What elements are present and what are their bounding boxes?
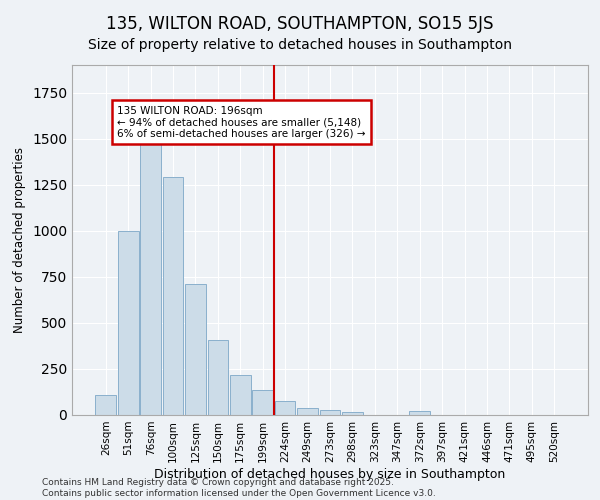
Text: Size of property relative to detached houses in Southampton: Size of property relative to detached ho… (88, 38, 512, 52)
Text: 135 WILTON ROAD: 196sqm
← 94% of detached houses are smaller (5,148)
6% of semi-: 135 WILTON ROAD: 196sqm ← 94% of detache… (117, 106, 365, 138)
Bar (118, 231, 139, 415)
Y-axis label: Number of detached properties: Number of detached properties (13, 147, 26, 333)
Bar (163, 178, 184, 415)
Bar (320, 410, 340, 415)
Text: Contains HM Land Registry data © Crown copyright and database right 2025.
Contai: Contains HM Land Registry data © Crown c… (42, 478, 436, 498)
X-axis label: Distribution of detached houses by size in Southampton: Distribution of detached houses by size … (154, 468, 506, 480)
Bar (230, 376, 251, 415)
Bar (275, 401, 295, 415)
Bar (208, 340, 228, 415)
Bar (185, 284, 206, 415)
Bar (297, 408, 318, 415)
Bar (253, 390, 273, 415)
Bar (409, 412, 430, 415)
Bar (342, 412, 363, 415)
Text: 135, WILTON ROAD, SOUTHAMPTON, SO15 5JS: 135, WILTON ROAD, SOUTHAMPTON, SO15 5JS (106, 15, 494, 33)
Bar (95, 394, 116, 415)
Bar (140, 137, 161, 415)
